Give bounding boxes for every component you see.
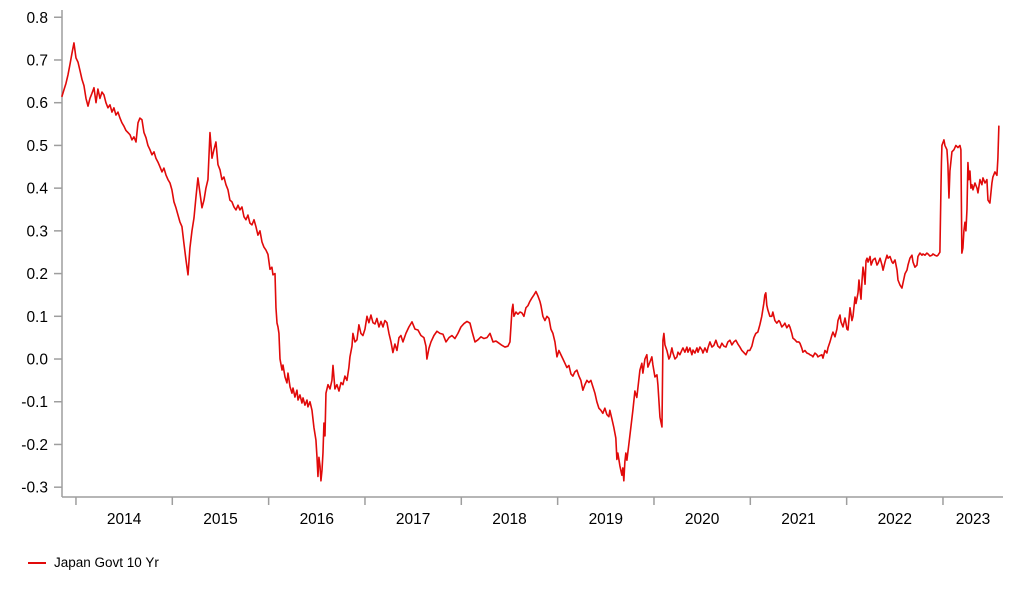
x-tick-label: 2019 (589, 511, 623, 528)
x-tick-label: 2016 (300, 511, 334, 528)
x-tick-label: 2017 (396, 511, 430, 528)
y-tick-label: 0.1 (26, 309, 48, 326)
y-tick-label: -0.2 (21, 437, 48, 454)
x-tick-label: 2021 (781, 511, 815, 528)
series-japan-govt-10yr (61, 42, 1000, 482)
series-line (61, 42, 1000, 482)
x-tick-label: 2018 (492, 511, 526, 528)
y-tick-label: 0.3 (26, 223, 48, 240)
x-tick-label: 2022 (878, 511, 912, 528)
x-tick-label: 2015 (203, 511, 237, 528)
x-tick-label: 2020 (685, 511, 720, 528)
y-tick-label: 0.7 (26, 52, 48, 69)
legend-line-swatch (28, 561, 46, 564)
y-tick-label: 0.4 (26, 181, 48, 198)
y-tick-label: -0.3 (21, 480, 48, 497)
y-tick-label: 0.6 (26, 95, 48, 112)
legend: Japan Govt 10 Yr (28, 555, 159, 570)
legend-label: Japan Govt 10 Yr (54, 555, 159, 570)
axes: 0.8 0.7 0.6 0.5 0.4 0.3 0.2 0.1 0.0 -0.1 -0.2 -0.3 2… (21, 10, 1003, 528)
y-tick-label: 0.2 (26, 266, 48, 283)
x-tick-label: 2023 (956, 511, 990, 528)
y-tick-label: -0.1 (21, 394, 48, 411)
x-tick-label: 2014 (107, 511, 142, 528)
y-tick-label: 0.0 (26, 352, 48, 369)
y-tick-label: 0.8 (26, 10, 48, 27)
y-tick-label: 0.5 (26, 138, 48, 155)
